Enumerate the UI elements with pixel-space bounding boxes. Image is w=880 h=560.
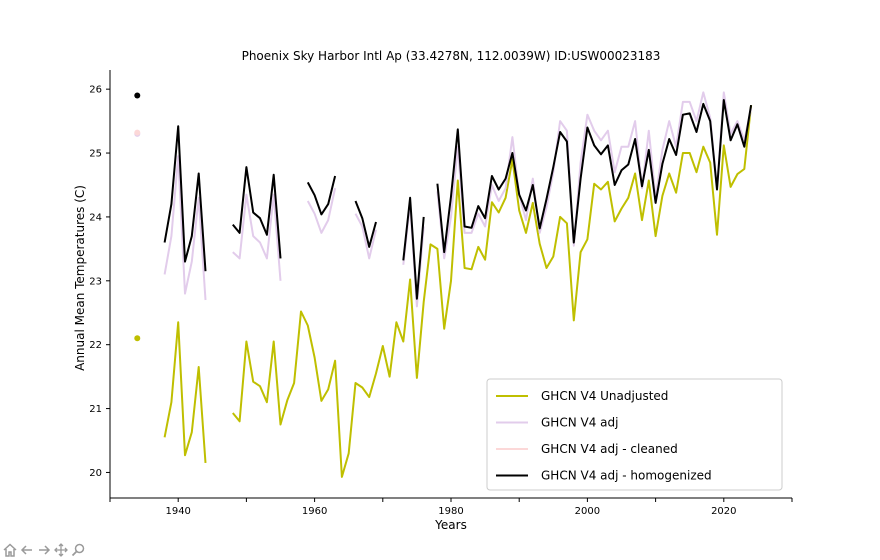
series-layer — [134, 91, 753, 478]
y-tick-label: 26 — [89, 85, 102, 96]
y-tick-label: 23 — [89, 276, 102, 287]
plot-axes: 20 21 22 23 24 25 26 1940 1960 1980 2000 2020 — [89, 70, 793, 517]
series-line — [232, 104, 753, 478]
data-point — [134, 92, 141, 99]
series-line — [232, 193, 282, 281]
series-line — [232, 166, 282, 259]
navigation-toolbar — [2, 542, 86, 558]
data-point — [134, 335, 141, 342]
pan-icon[interactable] — [53, 542, 69, 558]
series-line — [163, 125, 207, 272]
forward-arrow-icon[interactable] — [36, 542, 52, 558]
legend: GHCN V4 Unadjusted GHCN V4 adj GHCN V4 adj… — [486, 378, 783, 491]
x-tick-label: 1960 — [302, 506, 327, 517]
zoom-icon[interactable] — [70, 542, 86, 558]
y-tick-label: 24 — [89, 212, 102, 223]
x-tick-label: 2000 — [575, 506, 600, 517]
series-line — [163, 321, 207, 463]
series-line — [354, 200, 377, 248]
series-line — [306, 175, 337, 216]
series-ghcn-v4-adj-cleaned — [134, 129, 141, 136]
series-line — [436, 99, 753, 254]
y-tick-label: 22 — [89, 340, 102, 351]
series-ghcn-v4-adj-homogenized — [134, 92, 753, 300]
chart-title: Phoenix Sky Harbor Intl Ap (33.4278N, 11… — [242, 49, 661, 63]
legend-label: GHCN V4 Unadjusted — [541, 389, 668, 403]
y-tick-label: 21 — [89, 404, 102, 415]
legend-label: GHCN V4 adj - homogenized — [541, 469, 712, 483]
series-line — [163, 155, 207, 301]
x-tick-label: 2020 — [711, 506, 736, 517]
legend-label: GHCN V4 adj - cleaned — [541, 442, 678, 456]
x-tick-label: 1940 — [165, 506, 190, 517]
y-tick-label: 25 — [89, 149, 102, 160]
x-tick-label: 1980 — [438, 506, 463, 517]
series-line — [436, 91, 753, 260]
series-ghcn-v4-adj — [134, 91, 753, 308]
series-line — [402, 196, 425, 300]
legend-label: GHCN V4 adj — [541, 416, 618, 430]
y-tick-label: 20 — [89, 468, 102, 479]
series-ghcn-v4-unadjusted — [134, 104, 753, 478]
home-icon[interactable] — [2, 542, 18, 558]
y-axis-label: Annual Mean Temperatures (C) — [73, 185, 87, 371]
series-line — [306, 187, 337, 234]
x-axis-label: Years — [434, 518, 467, 532]
legend-frame — [486, 378, 783, 491]
series-line — [354, 213, 377, 260]
data-point — [134, 129, 141, 136]
back-arrow-icon[interactable] — [19, 542, 35, 558]
